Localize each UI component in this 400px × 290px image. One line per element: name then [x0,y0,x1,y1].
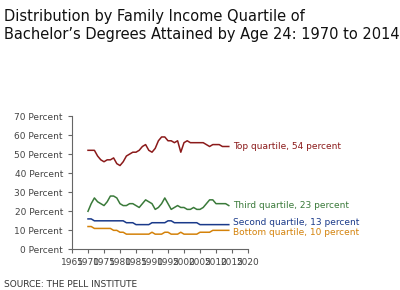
Text: SOURCE: THE PELL INSTITUTE: SOURCE: THE PELL INSTITUTE [4,280,137,289]
Text: Top quartile, 54 percent: Top quartile, 54 percent [233,142,341,151]
Text: Distribution by Family Income Quartile of
Bachelor’s Degrees Attained by Age 24:: Distribution by Family Income Quartile o… [4,9,400,42]
Text: Bottom quartile, 10 percent: Bottom quartile, 10 percent [233,228,359,237]
Text: Second quartile, 13 percent: Second quartile, 13 percent [233,218,359,227]
Text: Third quartile, 23 percent: Third quartile, 23 percent [233,201,349,210]
